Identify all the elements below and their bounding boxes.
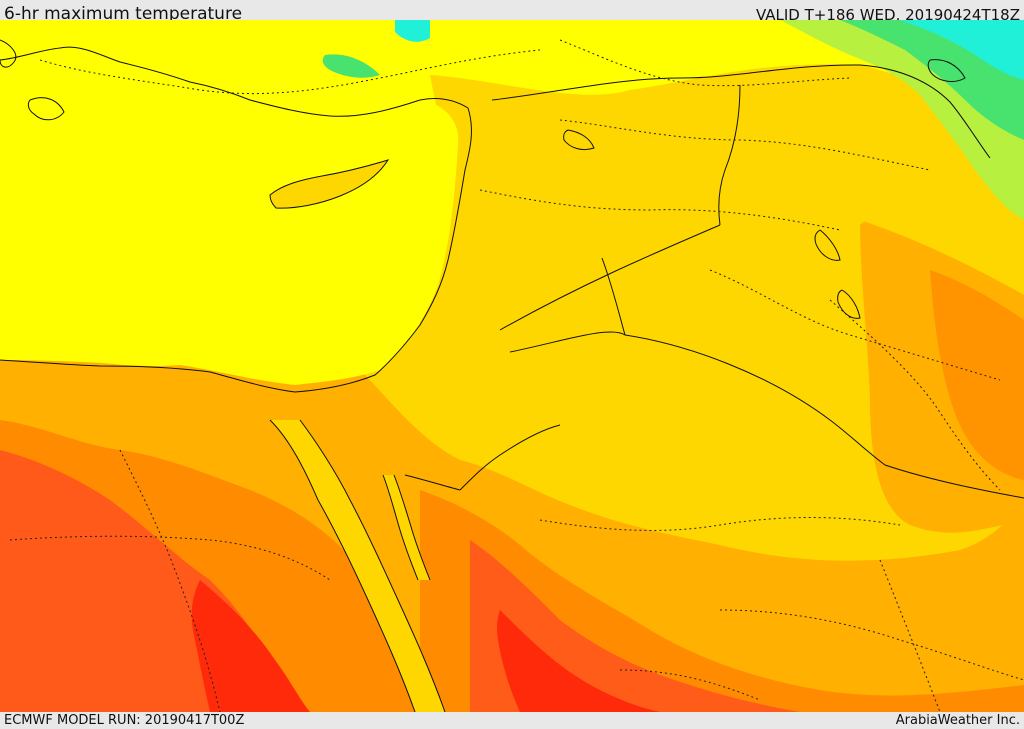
dotted-boundaries (9, 39, 1024, 712)
map-title: 6-hr maximum temperature (4, 4, 243, 24)
model-run: ECMWF MODEL RUN: 20190417T00Z (4, 713, 245, 728)
cyan-region-northeast (900, 20, 1024, 80)
north-border (491, 64, 991, 159)
syria-iraq-gold (450, 105, 920, 268)
cyprus (269, 159, 390, 209)
red-sea-west-coast (269, 419, 416, 712)
mediterranean-sea (0, 91, 459, 385)
coast-details (0, 39, 966, 319)
map-svg (0, 20, 1024, 712)
red-hotspot-south (496, 610, 660, 712)
mediterranean-coastline (0, 46, 472, 393)
jordan-iraq-saudi-borders (404, 84, 741, 491)
red-hotspot-west (191, 580, 310, 712)
valid-time: VALID T+186 WED. 20190424T18Z (755, 6, 1020, 24)
temperature-map (0, 20, 1024, 712)
orange-region-northeast (930, 270, 1024, 480)
gulf-of-aqaba (383, 475, 430, 580)
red-sea-east-coast (299, 419, 446, 712)
green-spot-north (322, 54, 380, 78)
national-borders (499, 224, 1024, 499)
credit: ArabiaWeather Inc. (895, 713, 1020, 728)
cyan-spot-north (395, 20, 430, 42)
gulf-of-aqaba-coastline (382, 474, 431, 581)
red-sea (270, 420, 445, 712)
